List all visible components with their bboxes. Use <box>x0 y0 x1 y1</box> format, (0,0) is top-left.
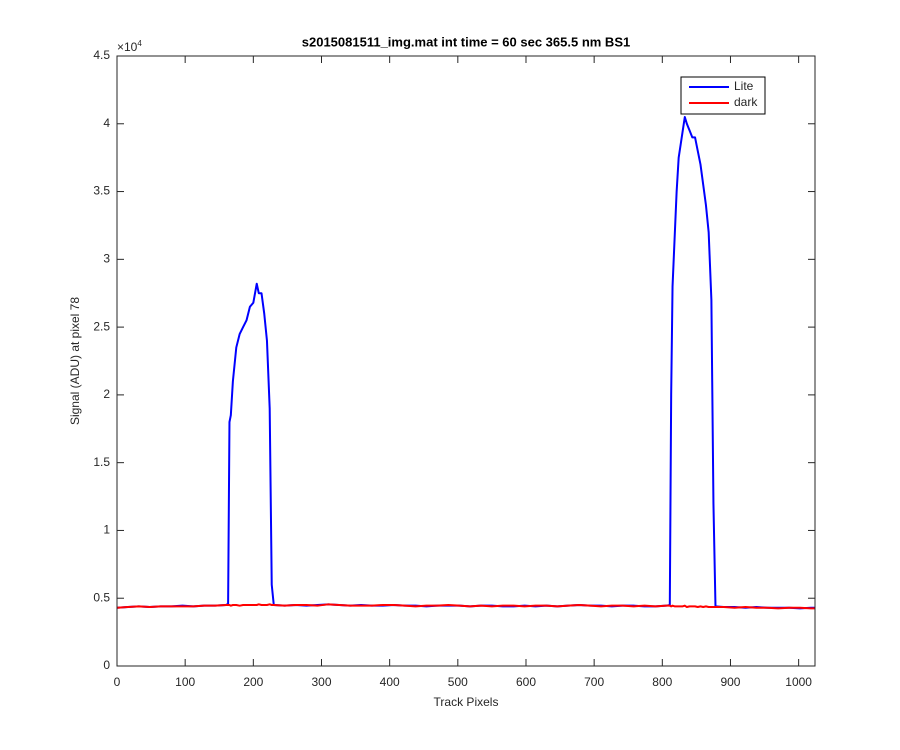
y-tick-label: 0 <box>103 658 110 672</box>
plot-frame <box>116 55 816 667</box>
y-tick-label: 2 <box>103 387 110 401</box>
y-tick-label: 2.5 <box>93 319 110 333</box>
x-tick-label: 500 <box>448 675 468 689</box>
x-tick-label: 100 <box>175 675 195 689</box>
x-tick-label: 900 <box>720 675 740 689</box>
legend-label: Lite <box>734 79 754 93</box>
y-tick-label: 0.5 <box>93 590 110 604</box>
x-tick-label: 600 <box>516 675 536 689</box>
y-axis-label: Signal (ADU) at pixel 78 <box>68 297 82 425</box>
x-tick-label: 1000 <box>785 675 812 689</box>
legend-box <box>680 76 766 115</box>
y-tick-label: 4.5 <box>93 48 110 62</box>
y-tick-label: 4 <box>103 116 110 130</box>
x-tick-label: 800 <box>652 675 672 689</box>
y-multiplier-base: ×10 <box>117 40 138 54</box>
chart-title: s2015081511_img.mat int time = 60 sec 36… <box>302 34 630 49</box>
y-multiplier: ×104 <box>117 39 142 54</box>
x-tick-label: 700 <box>584 675 604 689</box>
legend-label: dark <box>734 95 758 109</box>
y-tick-label: 3.5 <box>93 184 110 198</box>
x-axis-label: Track Pixels <box>434 695 499 709</box>
x-tick-label: 400 <box>380 675 400 689</box>
y-multiplier-exp: 4 <box>137 39 142 48</box>
y-tick-label: 1 <box>103 523 110 537</box>
x-tick-label: 0 <box>114 675 121 689</box>
x-tick-label: 300 <box>311 675 331 689</box>
y-tick-label: 3 <box>103 252 110 266</box>
data-line <box>116 603 815 610</box>
y-tick-label: 1.5 <box>93 455 110 469</box>
x-tick-label: 200 <box>243 675 263 689</box>
